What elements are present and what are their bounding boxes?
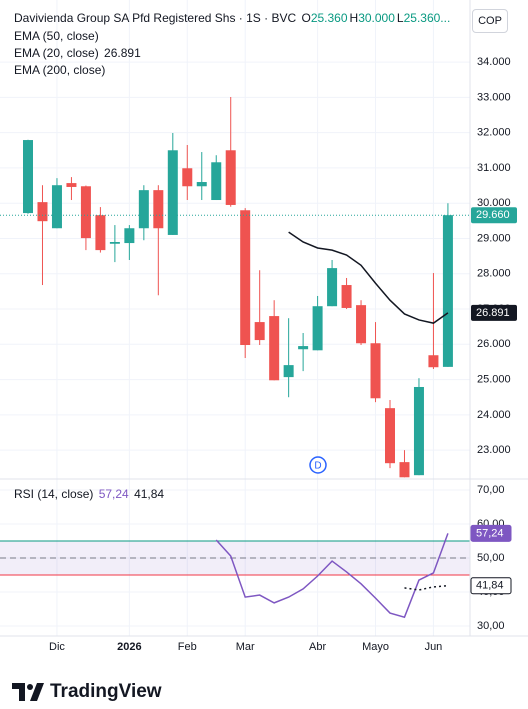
candle-body (196, 182, 207, 187)
y-tick-label: 33.000 (477, 91, 511, 103)
last-price-label: 29.660 (476, 209, 510, 221)
x-tick-label: Dic (49, 641, 65, 653)
study-value: 26.891 (104, 46, 141, 60)
y-tick-label: 25.000 (477, 373, 511, 385)
candle-body (95, 215, 106, 251)
candle-body (428, 355, 439, 368)
candle-body (211, 162, 222, 201)
candle-body (399, 462, 410, 478)
ohlc-legend: O25.360 H30.000 L25.360... (301, 11, 452, 25)
candle-body (283, 365, 294, 378)
logo-icon (12, 683, 44, 701)
ohlc-value: 30.000 (358, 11, 395, 25)
ohlc-key: H (349, 11, 359, 25)
study-name: EMA (50, close) (14, 29, 99, 43)
y-tick-label: 28.000 (477, 268, 511, 280)
ema-value-label: 26.891 (476, 307, 510, 319)
y-tick-label: 34.000 (477, 56, 511, 68)
candle-body (124, 228, 135, 244)
candle-body (298, 346, 309, 350)
candle-body (109, 241, 120, 244)
logo: TradingView (12, 680, 162, 704)
candle-body (370, 343, 381, 399)
y-tick-label: 50,00 (477, 552, 505, 564)
ohlc-key: O (301, 11, 311, 25)
rsi-value-box (470, 577, 512, 595)
y-tick-label: 30,00 (477, 620, 505, 632)
y-tick-label: 24.000 (477, 409, 511, 421)
currency-button[interactable]: COP (472, 9, 508, 33)
dividend-marker[interactable] (309, 456, 327, 474)
candle-body (80, 186, 91, 239)
rsi-value-label: 41,84 (476, 580, 504, 592)
candle-body (225, 150, 236, 205)
legend-title: Davivienda Group SA Pfd Registered Shs ·… (14, 10, 454, 26)
x-tick-label: Feb (178, 641, 197, 653)
x-tick-label: Mayo (362, 641, 389, 653)
study-legend[interactable]: EMA (50, close) (14, 28, 101, 44)
x-tick-label: 2026 (117, 641, 141, 653)
candle-body (327, 268, 338, 307)
x-tick-label: Jun (425, 641, 443, 653)
x-tick-label: Mar (236, 641, 255, 653)
title: Davivienda Group SA Pfd Registered Shs ·… (14, 11, 297, 25)
y-tick-label: 26.000 (477, 338, 511, 350)
candle-body (385, 408, 395, 464)
candle-body (312, 306, 323, 351)
candle-body (66, 183, 77, 187)
rsi-value-box (470, 524, 512, 542)
candle-body (356, 305, 367, 344)
ohlc-key: L (396, 11, 404, 25)
candle-body (240, 210, 251, 346)
candle-body (269, 316, 280, 381)
y-tick-label: 30.000 (477, 197, 511, 209)
y-tick-label: 32.000 (477, 127, 511, 139)
rsi-line (404, 584, 448, 591)
logo-text: TradingView (50, 681, 162, 702)
y-tick-label: 29.000 (477, 232, 511, 244)
study-name: EMA (20, close) (14, 46, 99, 60)
rsi-ma-value: 41,84 (134, 487, 165, 501)
candle-body (153, 190, 164, 229)
last-price-box (471, 207, 517, 224)
rsi-title: RSI (14, close) (14, 487, 94, 501)
y-tick-label: 23.000 (477, 444, 511, 456)
dividend-marker-label: D (314, 461, 321, 472)
y-tick-label: 31.000 (477, 162, 511, 174)
y-tick-label: 70,00 (477, 484, 505, 496)
rsi-legend[interactable]: RSI (14, close) 57,24 41,84 (14, 486, 166, 502)
candle-body (23, 140, 33, 214)
candle-body (442, 215, 453, 367)
study-legend[interactable]: EMA (200, close) (14, 62, 107, 78)
candle-body (51, 185, 62, 229)
ema-line (288, 231, 449, 324)
study-legend[interactable]: EMA (20, close) 26.891 (14, 45, 143, 61)
ohlc-value: 25.360... (403, 11, 451, 25)
rsi-line (215, 533, 449, 619)
candle-body (341, 285, 352, 308)
ohlc-value: 25.360 (310, 11, 348, 25)
candle-body (167, 150, 178, 235)
candle-body (413, 386, 424, 476)
candle-body (182, 168, 193, 187)
candle-body (37, 202, 48, 222)
rsi-value-label: 57,24 (476, 527, 504, 539)
ema-value-box (471, 304, 517, 321)
rsi-value: 57,24 (98, 487, 129, 501)
study-name: EMA (200, close) (14, 63, 106, 77)
candle-body (138, 190, 149, 229)
candle-body (254, 322, 265, 341)
x-tick-label: Abr (309, 641, 326, 653)
